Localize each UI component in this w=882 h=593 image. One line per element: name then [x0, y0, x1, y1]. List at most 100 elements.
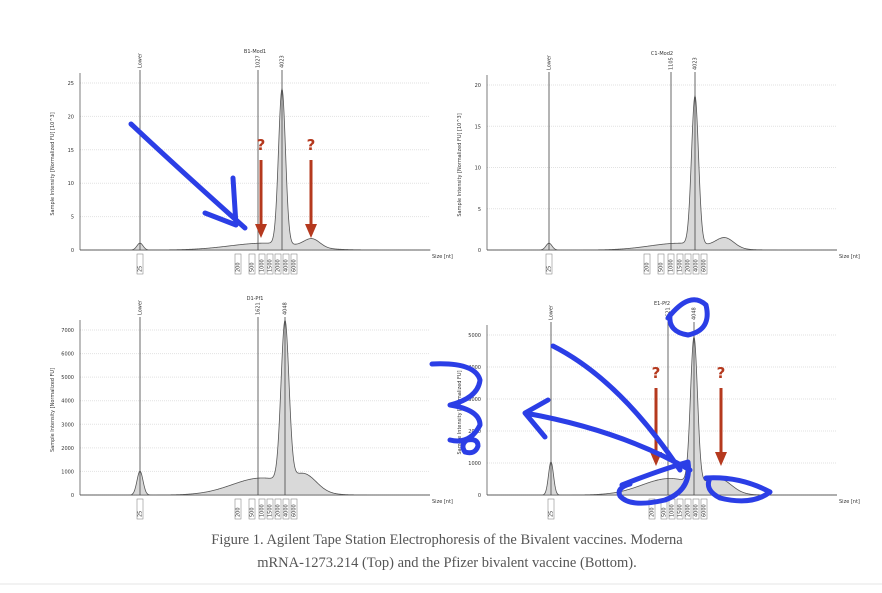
ladder-label: 1000: [260, 504, 266, 517]
ladder-box: [545, 253, 553, 275]
y-tick-label: 4000: [61, 399, 74, 405]
ladder-label: 4000: [694, 259, 700, 272]
circle-stroke: [616, 459, 692, 506]
ladder-label: 1500: [268, 504, 274, 517]
marker-label: 1105: [669, 57, 675, 70]
ladder-label: 25: [138, 511, 144, 517]
ladder-box: [700, 498, 708, 520]
ladder-label: 1500: [678, 259, 684, 272]
ladder-box: [692, 253, 700, 275]
electropherogram: D1-Pf1 0 1000 2000 3000 4000 5000 6000 7000 Sampl…: [50, 296, 453, 520]
panel-title: D1-Pf1: [247, 296, 264, 302]
panel-title: E1-Pf2: [654, 301, 670, 307]
caption-line: mRNA-1273.214 (Top) and the Pfizer bival…: [257, 555, 637, 571]
y-tick-label: 5000: [468, 333, 481, 339]
y-tick-label: 3000: [61, 422, 74, 428]
y-tick-label: 4000: [468, 365, 481, 371]
ladder-box: [700, 253, 708, 275]
ladder-box: [684, 253, 692, 275]
x-axis-unit: Size [nt]: [839, 499, 860, 505]
ladder-label: 2000: [276, 504, 282, 517]
trace: [487, 335, 837, 496]
y-tick-label: 10: [475, 166, 481, 172]
trace: [80, 87, 430, 251]
ladder-box: [266, 498, 274, 520]
marker-label: 1621: [256, 302, 262, 315]
ladder-label: 1500: [678, 504, 684, 517]
ladder-label: 200: [645, 262, 651, 272]
ladder-label: 500: [662, 507, 668, 517]
ladder-label: 200: [236, 507, 242, 517]
ladder-box: [676, 498, 684, 520]
panels: B1-Mod1 0 5 10 15 20 25 Sample Intensity [Norma…: [50, 49, 860, 520]
ladder-box: [258, 498, 266, 520]
y-tick-label: 0: [71, 493, 74, 499]
scribble-stroke: [429, 361, 483, 444]
y-tick-label: 20: [475, 83, 481, 89]
marker-label: Lower: [549, 304, 555, 320]
ladder-label: 200: [650, 507, 656, 517]
ladder-box: [692, 498, 700, 520]
ladder-box: [282, 253, 290, 275]
red-arrowhead: [715, 452, 727, 466]
electropherogram: B1-Mod1 0 5 10 15 20 25 Sample Intensity [Norma…: [50, 49, 453, 275]
ladder-box: [234, 253, 242, 275]
ladder-label: 25: [138, 266, 144, 272]
y-tick-label: 10: [68, 181, 74, 187]
ladder-box: [648, 498, 656, 520]
question-mark: ?: [257, 136, 266, 154]
marker-label: Lower: [547, 54, 553, 70]
electropherogram: C1-Mod2 0 5 10 15 20 Sample Intensity [Normali…: [457, 51, 860, 275]
marker-label: 4023: [693, 57, 699, 70]
marker-label: 4023: [280, 55, 286, 68]
y-tick-label: 1000: [468, 461, 481, 467]
ladder-label: 200: [236, 262, 242, 272]
y-axis-label: Sample Intensity [Normalized FU]: [50, 368, 56, 452]
y-tick-label: 0: [71, 248, 74, 254]
y-tick-label: 3000: [468, 397, 481, 403]
ladder-box: [248, 253, 256, 275]
marker-label: 4048: [283, 302, 289, 315]
ladder-box: [266, 253, 274, 275]
marker-label: Lower: [138, 52, 144, 68]
ladder-box: [136, 498, 144, 520]
marker-label: Lower: [138, 299, 144, 315]
ladder-label: 1000: [669, 259, 675, 272]
y-tick-label: 5: [71, 215, 74, 221]
ladder-label: 1500: [268, 259, 274, 272]
y-tick-label: 0: [478, 248, 481, 254]
hand-annotations: [128, 121, 773, 506]
circle-stroke: [665, 297, 710, 338]
y-tick-label: 2000: [61, 446, 74, 452]
ladder-box: [282, 498, 290, 520]
ladder-box: [136, 253, 144, 275]
y-tick-label: 7000: [61, 328, 74, 334]
x-axis-unit: Size [nt]: [432, 254, 453, 260]
y-tick-label: 5: [478, 207, 481, 213]
y-tick-label: 15: [475, 124, 481, 130]
question-mark: ?: [307, 136, 316, 154]
ladder-box: [234, 498, 242, 520]
marker-label: 4048: [692, 307, 698, 320]
y-tick-label: 20: [68, 114, 74, 120]
ladder-box: [274, 498, 282, 520]
trace: [80, 319, 430, 496]
ladder-label: 4000: [284, 259, 290, 272]
y-axis-label: Sample Intensity [Normalized FU] [10^3]: [50, 112, 56, 215]
ladder-label: 25: [549, 511, 555, 517]
caption-line: Figure 1. Agilent Tape Station Electroph…: [211, 532, 683, 548]
ladder-label: 1000: [260, 259, 266, 272]
ladder-box: [657, 253, 665, 275]
y-axis-label: Sample Intensity [Normalized FU]: [457, 370, 463, 454]
ladder-label: 6000: [702, 504, 708, 517]
ladder-label: 2000: [276, 259, 282, 272]
ladder-box: [258, 253, 266, 275]
trace: [487, 94, 837, 251]
ladder-box: [290, 498, 298, 520]
red-arrowhead: [305, 224, 317, 238]
x-axis-unit: Size [nt]: [432, 499, 453, 505]
ladder-label: 6000: [292, 259, 298, 272]
circle-stroke: [703, 475, 773, 504]
ladder-box: [547, 498, 555, 520]
